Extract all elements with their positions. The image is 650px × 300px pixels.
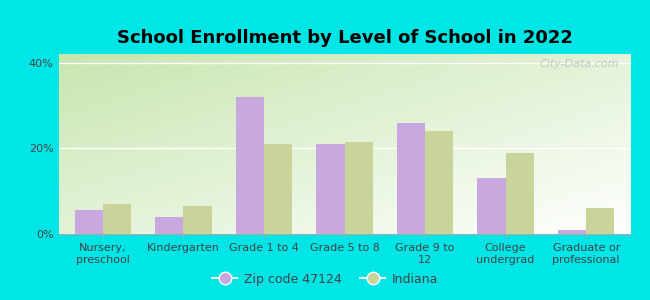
- Bar: [264, 144, 292, 234]
- Bar: [103, 204, 131, 234]
- Bar: [317, 144, 345, 234]
- Legend: Zip code 47124, Indiana: Zip code 47124, Indiana: [207, 268, 443, 291]
- Bar: [155, 217, 183, 234]
- Bar: [506, 153, 534, 234]
- Bar: [75, 210, 103, 234]
- Text: City-Data.com: City-Data.com: [540, 59, 619, 69]
- Bar: [236, 97, 264, 234]
- Bar: [183, 206, 211, 234]
- Bar: [397, 123, 425, 234]
- Title: School Enrollment by Level of School in 2022: School Enrollment by Level of School in …: [116, 29, 573, 47]
- Bar: [586, 208, 614, 234]
- Bar: [425, 131, 453, 234]
- Bar: [344, 142, 372, 234]
- Bar: [478, 178, 506, 234]
- Bar: [558, 230, 586, 234]
